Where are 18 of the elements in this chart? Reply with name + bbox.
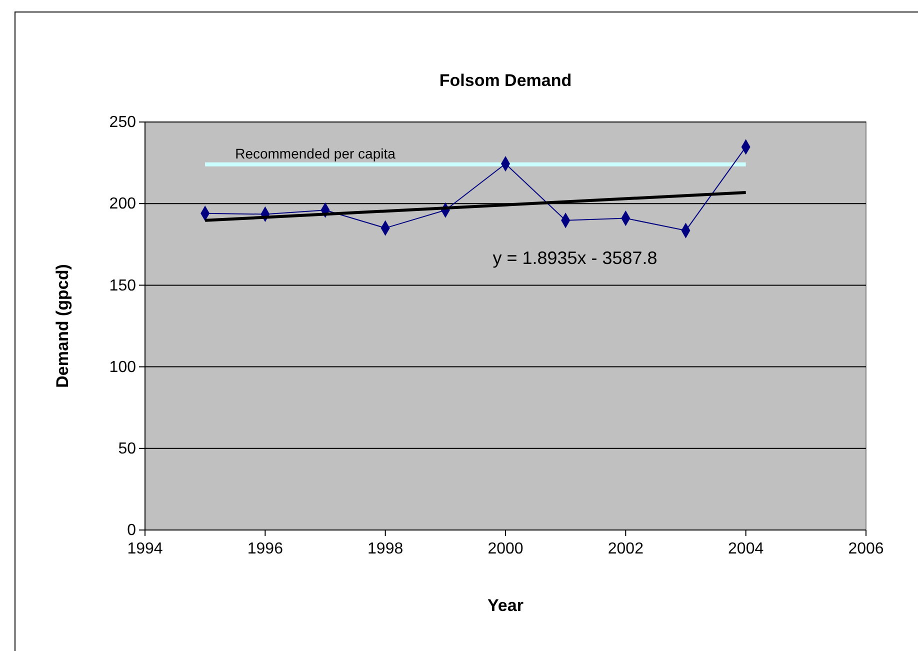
x-tick-label: 2000 [488, 540, 524, 558]
y-tick-label: 200 [109, 196, 136, 213]
annotation: y = 1.8935x - 3587.8 [492, 248, 658, 268]
x-tick-label: 1994 [127, 540, 163, 558]
y-axis-title: Demand (gpcd) [53, 264, 72, 388]
chart-title: Folsom Demand [439, 71, 572, 90]
y-tick-label: 150 [109, 277, 136, 294]
y-tick-label: 0 [127, 522, 136, 540]
ref-line-label: Recommended per capita [235, 145, 396, 162]
y-tick-label: 50 [118, 440, 136, 458]
x-axis-title: Year [488, 596, 524, 615]
y-tick-label: 250 [109, 114, 136, 132]
x-tick-label: 1998 [368, 540, 404, 558]
x-tick-label: 2002 [608, 540, 644, 558]
y-tick-label: 100 [109, 358, 136, 376]
x-tick-label: 2006 [848, 540, 884, 558]
x-tick-label: 2004 [728, 540, 764, 558]
x-tick-label: 1996 [247, 540, 284, 558]
